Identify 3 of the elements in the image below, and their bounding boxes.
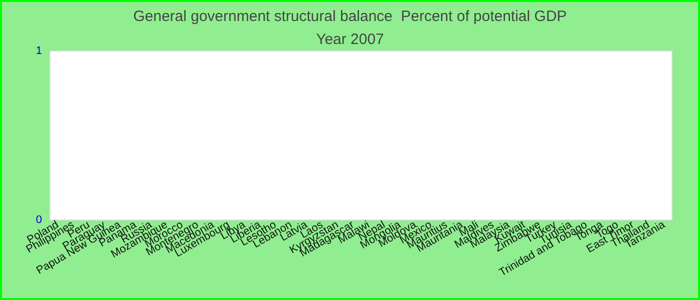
- chart-title: General government structural balance Percent of potential GDP: [133, 8, 567, 25]
- y-tick-label: 1: [36, 45, 42, 57]
- chart-subtitle: Year 2007: [316, 31, 384, 48]
